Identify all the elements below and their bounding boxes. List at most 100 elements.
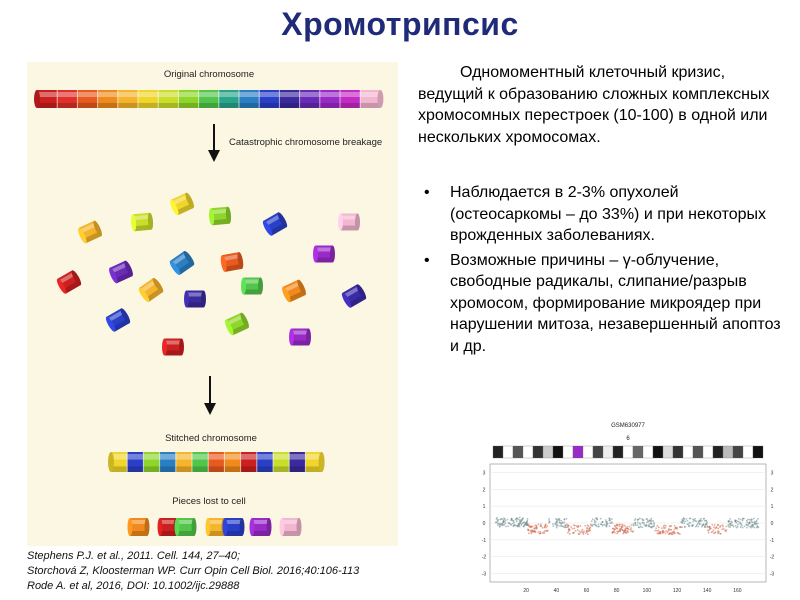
data-point [757,526,760,529]
reference-line: Storchová Z, Kloosterman WP. Curr Opin C… [27,565,360,577]
data-point [670,524,673,527]
data-point [531,529,533,531]
data-point [673,532,676,535]
data-point [755,523,758,526]
data-point [539,524,542,527]
data-point [586,526,589,529]
y-tick-label: 3 [483,470,486,476]
ideogram-band [502,445,514,459]
data-point [713,526,715,529]
data-point [603,523,606,526]
data-point [721,528,724,531]
data-point [680,521,682,524]
label-stitched-chromosome: Stitched chromosome [165,433,257,444]
chromosome-end-cap [34,90,40,108]
data-point [506,518,509,521]
data-point [703,519,706,522]
y-tick-label: 2 [483,487,486,493]
data-point [619,529,622,532]
data-point [520,522,523,525]
data-point [587,533,589,536]
data-point [655,527,657,530]
data-point [736,520,739,523]
data-point [648,525,651,528]
data-point [673,528,676,531]
data-point [544,523,547,526]
data-point [612,527,614,530]
data-point [657,526,660,529]
data-point [748,518,751,521]
data-point [626,530,628,532]
chromosome-segment [339,90,361,108]
data-point [641,521,644,524]
data-point [496,519,499,522]
data-point [683,525,686,528]
data-point [664,532,667,535]
data-point [513,523,516,526]
chromosome-fragment [225,312,249,336]
data-point [639,525,642,528]
chromosome-segment [97,90,118,108]
data-point [619,523,621,526]
data-point [502,521,504,524]
data-point [582,533,585,536]
data-point [736,523,739,526]
data-point [738,520,740,523]
chromosome-segment [157,90,179,108]
data-point [734,520,737,523]
data-point [630,530,633,533]
data-point [522,521,525,524]
data-point [642,519,644,522]
data-point [591,518,594,520]
data-point [729,524,732,527]
data-point [737,517,740,520]
data-point [616,530,619,533]
data-point [678,533,681,536]
ideogram-band [522,445,534,459]
data-point [594,517,597,520]
data-point [698,523,701,526]
original-chromosome [34,90,384,108]
data-point [623,524,625,527]
chromosome-end-cap [318,452,325,472]
data-point [526,518,529,520]
ideogram-band [512,445,524,459]
data-point [755,519,758,522]
data-point [641,526,644,529]
data-point [537,523,540,526]
data-point [584,532,587,535]
data-point [727,525,730,528]
data-point [608,525,611,528]
data-point [591,523,594,526]
y-tick-label: 2 [771,487,774,493]
data-point [498,522,500,525]
data-point [677,532,680,535]
ideogram-band [642,445,654,459]
chromosome-segment [76,90,98,108]
data-point [678,526,681,529]
data-point [587,525,590,528]
data-point [621,525,624,528]
data-point [526,523,529,526]
data-point [748,522,751,524]
y-tick-label: -2 [482,555,487,561]
data-point [725,525,728,528]
data-point [700,517,702,520]
data-point [704,523,707,525]
x-tick-label: 100 [643,588,652,594]
data-point [684,520,687,523]
label-catastrophic-breakage: Catastrophic chromosome breakage [229,137,382,148]
label-original-chromosome: Original chromosome [164,69,254,80]
x-tick-label: 20 [523,588,529,594]
data-point [529,526,532,529]
data-point [534,524,537,527]
data-point [636,518,639,521]
data-point [587,529,590,532]
plot-canvas: GSM630977 6 3 2 1 0 -1 -2 -3 3 2 1 0 -1 -2 -3 20 40 60… [482,423,775,594]
data-point [499,524,502,526]
data-point [662,531,664,534]
chromosome-segment [304,452,322,472]
chromosome-segment [198,90,219,108]
data-point [697,525,700,528]
data-point [648,519,651,521]
